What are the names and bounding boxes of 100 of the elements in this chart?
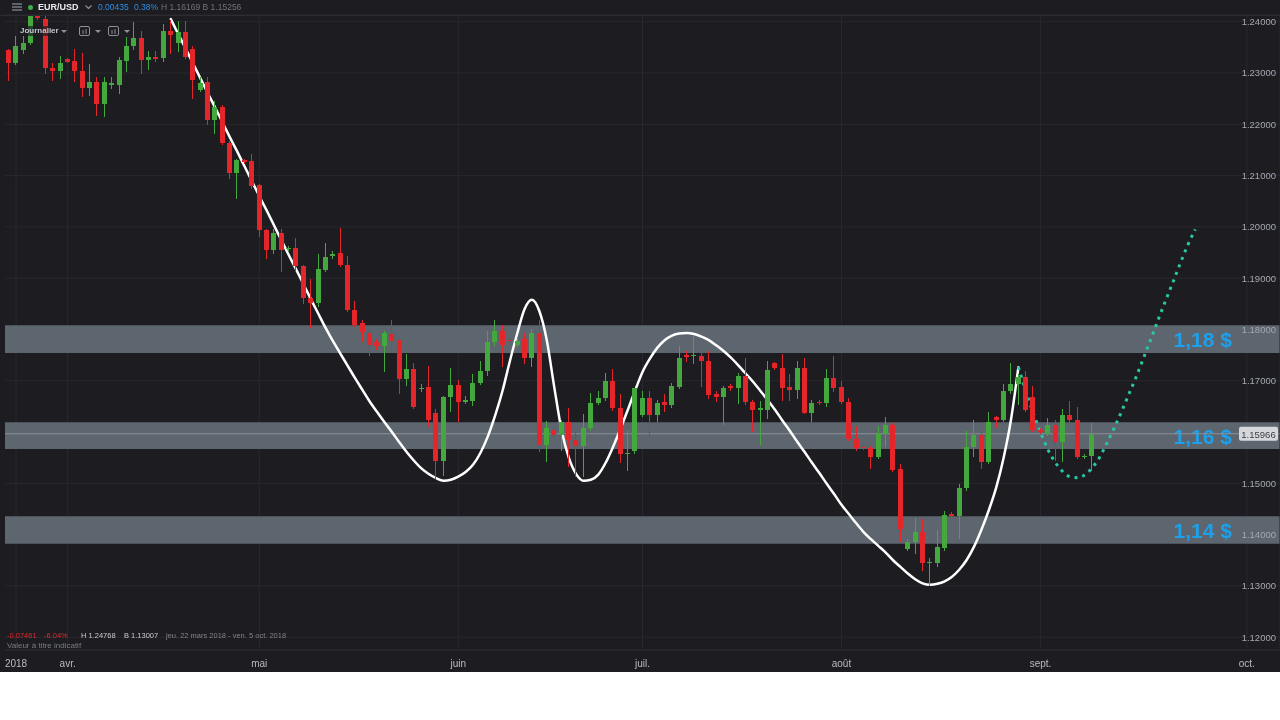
candlestick bbox=[1089, 422, 1094, 471]
candlestick bbox=[102, 77, 107, 118]
candlestick bbox=[448, 367, 453, 413]
candlestick bbox=[581, 414, 586, 478]
candlestick bbox=[58, 55, 63, 79]
candlestick bbox=[1067, 401, 1072, 424]
candlestick bbox=[234, 158, 239, 199]
x-tick-label: juin bbox=[449, 658, 467, 670]
candlestick bbox=[87, 64, 92, 96]
candlestick bbox=[1016, 374, 1021, 406]
x-tick-label: oct. bbox=[1238, 658, 1255, 670]
y-tick-label: 1.22000 bbox=[1241, 118, 1276, 130]
candlestick bbox=[876, 426, 881, 459]
annotation: Valeur à titre indicatif bbox=[7, 641, 82, 650]
candlestick bbox=[456, 379, 461, 423]
text: 0.38% bbox=[134, 2, 159, 12]
candlestick bbox=[780, 354, 785, 401]
candlestick bbox=[212, 101, 217, 135]
x-tick-label: 2018 bbox=[4, 658, 28, 670]
candlestick bbox=[131, 22, 136, 51]
candlestick bbox=[809, 399, 814, 423]
candlestick bbox=[839, 381, 844, 404]
x-tick-label: sept. bbox=[1029, 658, 1052, 670]
candlestick bbox=[625, 430, 630, 471]
candlestick bbox=[176, 20, 181, 53]
candlestick bbox=[360, 319, 365, 343]
y-tick-label: 1.20000 bbox=[1241, 221, 1276, 233]
candlestick bbox=[338, 227, 343, 267]
candlestick bbox=[139, 30, 144, 75]
candlestick bbox=[293, 238, 298, 273]
y-tick-label: 1.13000 bbox=[1241, 580, 1276, 592]
candlestick bbox=[13, 35, 18, 66]
candlestick bbox=[750, 399, 755, 433]
candlestick bbox=[470, 374, 475, 407]
candlestick bbox=[935, 529, 940, 567]
candlestick bbox=[367, 326, 372, 356]
candlestick bbox=[492, 319, 497, 346]
x-tick-label: avr. bbox=[59, 658, 76, 670]
text: H 1.16169 B 1.15256 bbox=[161, 2, 242, 12]
candlestick bbox=[640, 390, 645, 418]
candlestick bbox=[6, 49, 11, 81]
candlestick bbox=[721, 386, 726, 426]
candlestick bbox=[352, 300, 357, 327]
candlestick bbox=[286, 245, 291, 251]
candlestick bbox=[279, 229, 284, 273]
candlestick bbox=[72, 49, 77, 83]
y-tick-label: 1.12000 bbox=[1241, 631, 1276, 643]
candlestick bbox=[323, 242, 328, 273]
candlestick bbox=[94, 77, 99, 116]
candlestick bbox=[854, 426, 859, 451]
candlestick bbox=[913, 517, 918, 554]
candlestick bbox=[971, 419, 976, 458]
candlestick bbox=[883, 416, 888, 448]
ref-line-label: 1.15966 bbox=[1241, 428, 1276, 440]
candlestick bbox=[559, 419, 564, 451]
text: Journalier bbox=[19, 26, 60, 36]
text: 0.00435 bbox=[98, 2, 129, 12]
candlestick bbox=[1008, 362, 1013, 395]
candlestick bbox=[787, 374, 792, 401]
candlestick bbox=[271, 229, 276, 254]
y-tick-label: 1.17000 bbox=[1241, 375, 1276, 387]
x-tick-label: août bbox=[831, 658, 852, 670]
line-series bbox=[169, 17, 1020, 587]
candlestick bbox=[655, 399, 660, 423]
band-label: 1,14 $ bbox=[1173, 518, 1233, 542]
y-tick-label: 1.21000 bbox=[1241, 169, 1276, 181]
candlestick bbox=[647, 390, 652, 438]
candlestick bbox=[522, 332, 527, 364]
candlestick bbox=[927, 557, 932, 587]
x-tick-label: mai bbox=[251, 658, 268, 670]
candlestick bbox=[603, 372, 608, 401]
candlestick bbox=[831, 356, 836, 393]
candlestick bbox=[1082, 454, 1087, 459]
candlestick bbox=[699, 349, 704, 388]
chart-title: EUR/USD bbox=[38, 2, 79, 12]
candlestick bbox=[566, 407, 571, 468]
candlestick bbox=[168, 19, 173, 55]
x-tick-label: juil. bbox=[633, 658, 651, 670]
y-tick-label: 1.14000 bbox=[1241, 528, 1276, 540]
y-tick-label: 1.24000 bbox=[1241, 16, 1276, 28]
y-tick-label: 1.15000 bbox=[1241, 477, 1276, 489]
y-tick-label: 1.18000 bbox=[1241, 323, 1276, 335]
candlestick bbox=[124, 36, 129, 73]
band-label: 1,18 $ bbox=[1173, 327, 1233, 351]
candlestick bbox=[500, 324, 505, 368]
candlestick bbox=[544, 421, 549, 463]
candlestick bbox=[80, 52, 85, 98]
candlestick bbox=[264, 229, 269, 259]
candlestick bbox=[691, 336, 696, 364]
candlestick bbox=[478, 361, 483, 386]
candlestick bbox=[758, 401, 763, 446]
candlestick bbox=[669, 382, 674, 409]
candlestick bbox=[1053, 419, 1058, 461]
candlestick bbox=[389, 319, 394, 353]
candlestick bbox=[573, 430, 578, 478]
candlestick bbox=[382, 330, 387, 373]
y-tick-label: 1.23000 bbox=[1241, 67, 1276, 79]
band-label: 1,16 $ bbox=[1173, 424, 1233, 448]
candlestick bbox=[736, 372, 741, 404]
candlestick bbox=[795, 361, 800, 399]
